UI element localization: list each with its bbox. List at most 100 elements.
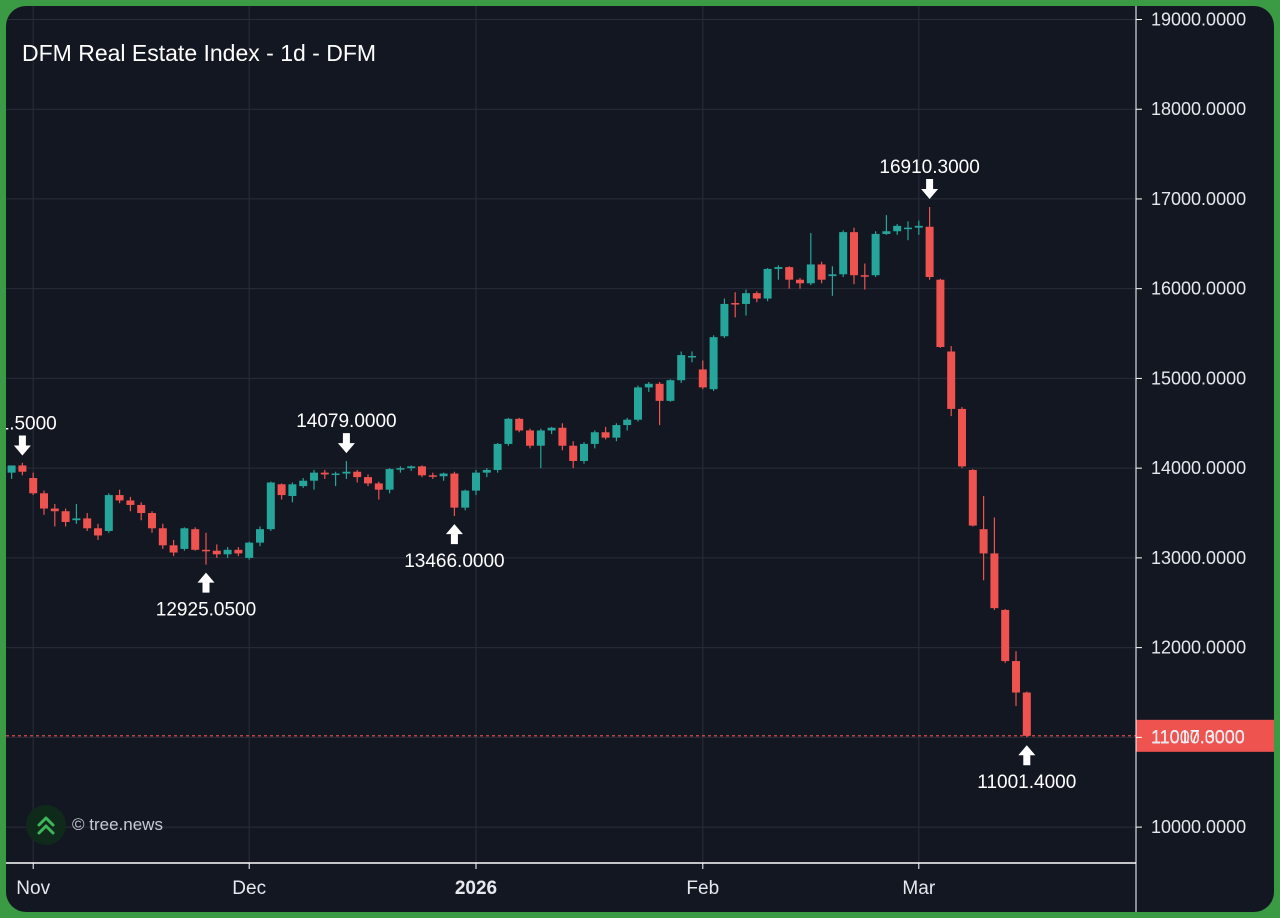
y-tick-label: 15000.0000 (1151, 368, 1246, 388)
candle-body (860, 275, 869, 277)
candle-body (482, 469, 491, 473)
candles-layer (7, 207, 1031, 738)
annotation-label: 14079.0000 (296, 411, 396, 432)
candle-body (968, 469, 977, 526)
candle-body (310, 472, 318, 481)
arrow-down-icon (921, 178, 939, 199)
candle-body (720, 303, 729, 337)
x-tick-label: Mar (902, 878, 935, 899)
grid-lines (6, 6, 1136, 863)
y-tick-label: 11000.0000 (1151, 727, 1245, 747)
candle-body (526, 430, 534, 446)
candle-body (925, 226, 934, 278)
candle-body (40, 493, 48, 509)
candle-body (223, 549, 232, 555)
candle-body (936, 279, 945, 348)
last-price-label: 11017.3000 (1151, 727, 1245, 747)
candle-body (871, 233, 880, 276)
candle-body (364, 477, 372, 484)
x-tick-label: 2026 (455, 878, 497, 899)
candle-body (536, 430, 545, 446)
arrow-up-icon (1018, 745, 1036, 766)
annotations-layer: 51.5000 12925.0500 14079.0000 13466.0000 169… (6, 157, 1076, 793)
candle-body (796, 279, 804, 284)
candle-body (288, 484, 297, 496)
annotation-label: 16910.3000 (879, 157, 979, 178)
y-tick-label: 17000.0000 (1151, 189, 1246, 209)
candle-body (504, 418, 513, 444)
chart-frame: 11017.3000 51.5000 12925.0500 14079.0000 13… (6, 6, 1274, 912)
last-price-line: 11017.3000 (6, 719, 1274, 752)
candle-body (439, 473, 448, 477)
candle-body (979, 529, 988, 554)
time-axis[interactable]: Nov Dec 2026 Feb Mar (6, 862, 1136, 899)
x-tick-label: Nov (16, 878, 50, 899)
candle-body (904, 227, 912, 230)
candle-body (839, 232, 848, 275)
candle-body (450, 473, 459, 508)
candle-body (245, 542, 254, 558)
candle-body (29, 478, 38, 494)
candle-body (126, 500, 135, 505)
y-tick-label: 10000.0000 (1151, 817, 1246, 837)
candle-body (7, 465, 16, 473)
candle-body (914, 225, 923, 228)
candle-body (320, 472, 329, 475)
watermark-text: © tree.news (72, 815, 163, 834)
candle-body (428, 475, 437, 477)
candle-body (850, 232, 858, 276)
candle-body (50, 508, 59, 512)
candle-body (763, 268, 772, 299)
annotation-label: 12925.0500 (156, 600, 256, 621)
candle-body (817, 264, 826, 280)
candle-body (191, 529, 200, 550)
annotation-label: 13466.0000 (404, 551, 504, 572)
candle-body (644, 383, 653, 388)
candle-body (742, 293, 750, 304)
candle-body (1001, 609, 1010, 662)
y-tick-label: 14000.0000 (1151, 458, 1246, 478)
candle-body (655, 383, 664, 401)
candle-body (472, 472, 480, 491)
candle-body (461, 490, 470, 508)
candle-body (893, 225, 902, 232)
candle-body (612, 425, 621, 438)
candle-body (623, 419, 632, 426)
last-price-badge (1136, 719, 1274, 752)
candle-body (148, 513, 156, 529)
candle-body (331, 473, 340, 476)
annotation-label: 11001.4000 (977, 772, 1076, 793)
candle-body (115, 495, 124, 501)
annotation-label: 51.5000 (6, 414, 57, 435)
candle-body (342, 471, 351, 474)
candlestick-chart[interactable]: 11017.3000 51.5000 12925.0500 14079.0000 13… (6, 6, 1274, 912)
candle-body (752, 293, 761, 299)
candle-body (990, 553, 999, 609)
candle-body (202, 549, 210, 552)
candle-body (299, 480, 308, 487)
arrow-up-icon (197, 572, 215, 593)
candle-body (709, 337, 718, 390)
y-tick-label: 13000.0000 (1151, 548, 1246, 568)
candle-body (169, 545, 178, 553)
candle-body (774, 267, 783, 269)
arrow-up-icon (445, 524, 463, 545)
candle-body (72, 518, 81, 521)
double-chevron-up-icon (26, 805, 66, 845)
candle-body (515, 418, 524, 431)
candle-body (601, 432, 610, 438)
candle-body (94, 528, 102, 536)
y-tick-label: 16000.0000 (1151, 279, 1246, 299)
candle-body (547, 427, 556, 431)
candle-body (18, 465, 27, 472)
candle-body (958, 408, 966, 467)
x-tick-label: Feb (686, 878, 719, 899)
price-axis[interactable]: 10000.0000 11000.0000 12000.0000 13000.0000… (1135, 6, 1246, 912)
candle-body (353, 471, 362, 478)
candle-body (947, 351, 956, 409)
watermark: © tree.news (26, 805, 163, 845)
candle-body (256, 529, 264, 543)
candle-body (493, 443, 502, 470)
candle-body (396, 468, 405, 470)
candle-body (828, 274, 837, 277)
